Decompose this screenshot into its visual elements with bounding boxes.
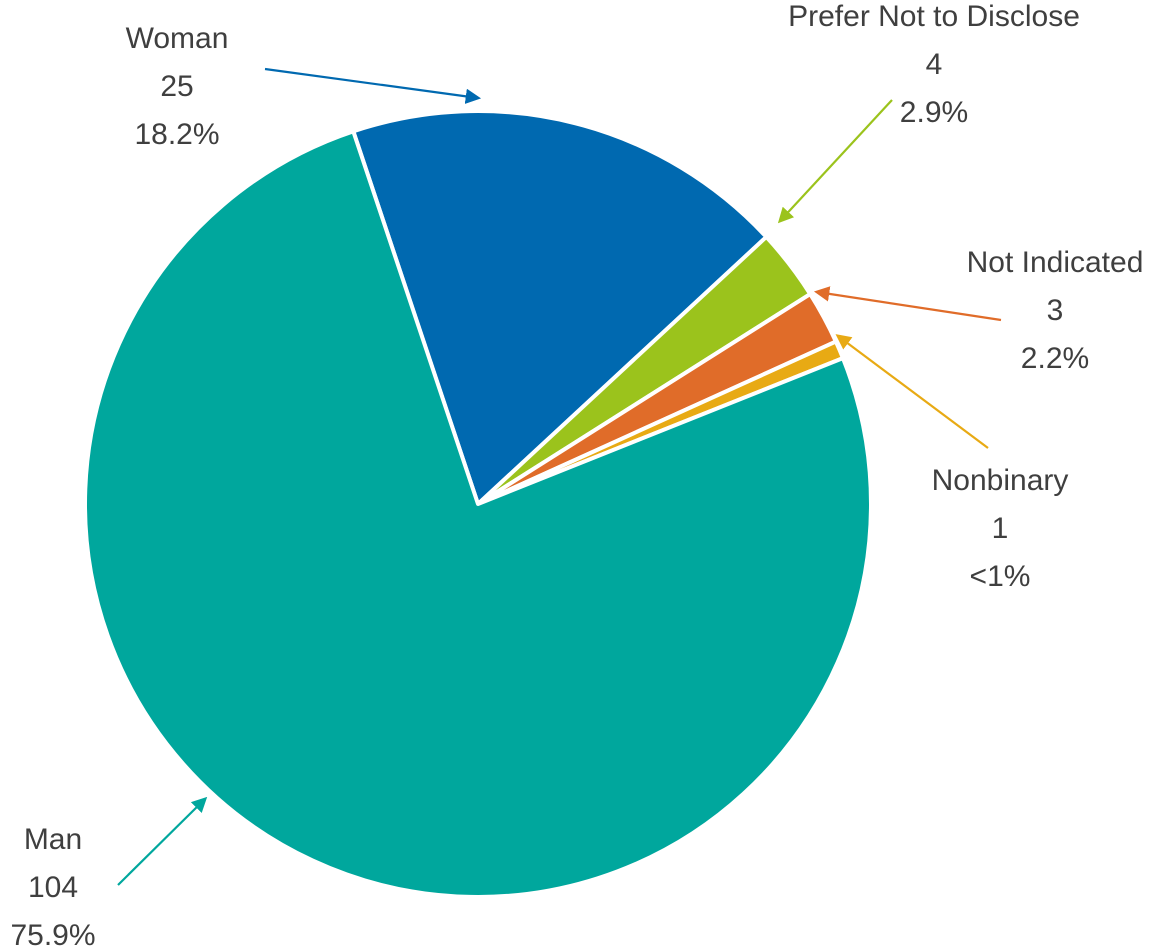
data-label-woman-count: 25 <box>160 70 193 103</box>
data-label-nonbinary-percent: <1% <box>970 560 1031 593</box>
data-label-not-indicated-label: Not Indicated <box>967 246 1144 279</box>
pie-slice-man <box>83 129 873 899</box>
data-label-prefer-not-to-disclose-percent: 2.9% <box>900 96 968 129</box>
data-label-woman-label: Woman <box>126 22 229 55</box>
data-label-man-count: 104 <box>28 871 78 904</box>
data-label-not-indicated-percent: 2.2% <box>1021 342 1089 375</box>
data-label-not-indicated-count: 3 <box>1047 294 1064 327</box>
leader-line-man <box>117 796 208 886</box>
data-label-man-label: Man <box>24 823 82 856</box>
data-label-prefer-not-to-disclose-count: 4 <box>926 48 943 81</box>
data-label-nonbinary-count: 1 <box>992 512 1009 545</box>
slice-labels: Woman 25 18.2% Prefer Not to Disclose 4 2.9% N… <box>10 0 1143 947</box>
data-label-woman-percent: 18.2% <box>134 118 219 151</box>
data-label-nonbinary-label: Nonbinary <box>932 464 1069 497</box>
pie-slices <box>83 109 873 899</box>
data-label-man-percent: 75.9% <box>10 919 95 947</box>
leader-line-not-indicated <box>813 286 1002 322</box>
leader-line-prefer-not-to-disclose <box>777 99 893 224</box>
leader-line-nonbinary <box>835 334 989 449</box>
data-label-prefer-not-to-disclose-label: Prefer Not to Disclose <box>788 0 1080 33</box>
pie-slice-woman <box>351 109 769 506</box>
leader-line-woman <box>264 67 482 104</box>
leader-lines <box>117 67 1002 886</box>
